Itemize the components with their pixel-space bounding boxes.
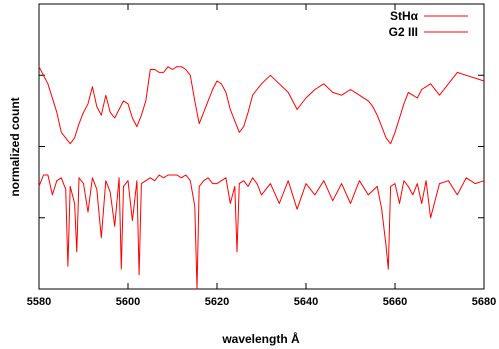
plot-frame bbox=[38, 3, 485, 290]
legend: StHα G2 III bbox=[389, 9, 468, 39]
x-ticks: 5580 5600 5620 5640 5660 5680 bbox=[27, 4, 496, 308]
x-axis-label: wavelength Å bbox=[221, 331, 300, 346]
legend-label-g2-iii: G2 III bbox=[389, 25, 418, 39]
x-tick-label: 5600 bbox=[116, 296, 140, 308]
y-axis-label: normalized count bbox=[8, 97, 22, 196]
x-tick-label: 5660 bbox=[383, 296, 407, 308]
x-tick-label: 5620 bbox=[205, 296, 229, 308]
series-line-0 bbox=[38, 66, 485, 145]
x-tick-label: 5680 bbox=[472, 296, 496, 308]
x-tick-label: 5580 bbox=[27, 296, 51, 308]
x-tick-label: 5640 bbox=[294, 296, 318, 308]
series-layer bbox=[38, 66, 485, 290]
series-line-1 bbox=[38, 174, 485, 290]
y-ticks bbox=[39, 3, 484, 219]
legend-label-sth-alpha: StHα bbox=[390, 9, 419, 23]
